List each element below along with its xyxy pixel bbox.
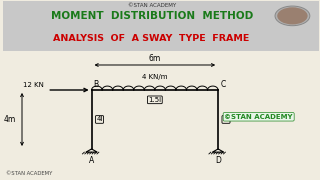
Text: 6m: 6m (149, 54, 161, 63)
Text: 12 KN: 12 KN (23, 82, 44, 88)
Text: C: C (220, 80, 226, 89)
Text: 4I: 4I (96, 116, 103, 122)
Text: ©STAN ACADEMY: ©STAN ACADEMY (128, 3, 176, 8)
Text: D: D (215, 156, 221, 165)
Text: ©STAN ACADEMY: ©STAN ACADEMY (6, 171, 52, 176)
Circle shape (275, 6, 310, 26)
FancyBboxPatch shape (3, 1, 319, 51)
Text: 1.5I: 1.5I (148, 97, 161, 103)
Text: ANALYSIS  OF  A SWAY  TYPE  FRAME: ANALYSIS OF A SWAY TYPE FRAME (53, 34, 250, 43)
Text: 4I: 4I (223, 116, 229, 122)
Text: ©STAN ACADEMY: ©STAN ACADEMY (224, 114, 293, 120)
Circle shape (277, 7, 308, 24)
Text: 4m: 4m (4, 115, 16, 124)
Text: A: A (89, 156, 94, 165)
Text: 4 KN/m: 4 KN/m (142, 74, 168, 80)
Text: MOMENT  DISTRIBUTION  METHOD: MOMENT DISTRIBUTION METHOD (51, 10, 253, 21)
Text: B: B (93, 80, 98, 89)
